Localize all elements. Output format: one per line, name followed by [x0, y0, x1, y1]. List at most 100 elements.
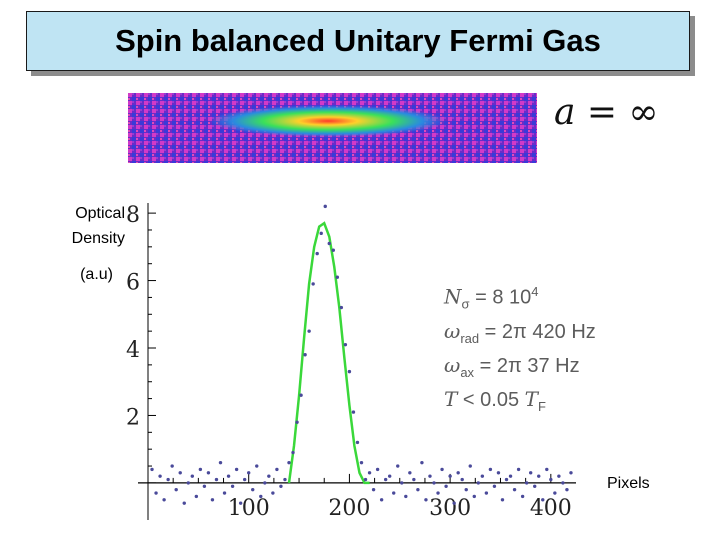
data-point: [480, 474, 485, 478]
data-point: [387, 474, 392, 478]
data-point: [291, 450, 295, 455]
data-point: [230, 484, 235, 488]
data-point: [488, 467, 493, 472]
x-tick-label: 300: [429, 496, 471, 521]
data-point: [412, 477, 416, 482]
data-point: [174, 487, 178, 492]
data-point: [448, 474, 452, 478]
atom-number-exp: 4: [531, 284, 539, 299]
data-point: [367, 471, 372, 475]
data-point: [271, 491, 275, 495]
x-axis-label: Pixels: [607, 475, 650, 492]
data-point: [198, 467, 203, 472]
data-point: [186, 481, 190, 485]
temperature-value: < 0.05: [462, 388, 520, 411]
data-point: [150, 467, 154, 472]
data-point: [549, 477, 553, 482]
data-point: [267, 474, 271, 478]
scattering-length-symbol: a: [554, 92, 576, 133]
data-point: [561, 481, 565, 485]
absorption-image: [128, 93, 537, 163]
data-point: [408, 471, 412, 475]
data-point: [492, 484, 497, 488]
data-point: [299, 393, 303, 397]
data-point: [440, 467, 444, 472]
data-point: [553, 491, 557, 495]
data-point: [355, 440, 360, 445]
y-tick-label: 6: [126, 271, 140, 296]
fermi-temperature-symbol: T: [524, 386, 538, 411]
data-point: [351, 410, 356, 414]
data-point: [557, 474, 561, 478]
data-point: [404, 494, 408, 499]
data-point: [206, 471, 211, 475]
data-point: [194, 494, 199, 499]
data-point: [307, 329, 311, 333]
radial-frequency-sub: rad: [460, 330, 480, 346]
x-tick-label: 400: [530, 496, 572, 521]
data-point: [303, 353, 307, 357]
data-point: [392, 491, 396, 495]
data-point: [569, 471, 573, 475]
data-point: [263, 481, 267, 485]
data-point: [178, 471, 182, 475]
data-point: [234, 467, 239, 472]
data-point: [287, 460, 291, 465]
data-point: [166, 477, 170, 482]
data-point: [214, 477, 219, 482]
axial-frequency-symbol: ω: [444, 352, 461, 377]
data-point: [371, 487, 376, 492]
data-point: [545, 467, 549, 472]
data-point: [311, 282, 315, 286]
data-point: [496, 471, 501, 475]
data-point: [247, 471, 251, 475]
data-point: [238, 501, 243, 505]
data-point: [375, 467, 380, 472]
atom-number-line: Nσ = 8 104: [444, 278, 596, 318]
data-point: [432, 481, 436, 485]
data-point: [476, 481, 481, 485]
data-point: [484, 491, 489, 495]
data-point: [226, 474, 231, 478]
fit-curve: [287, 221, 370, 485]
data-point: [170, 464, 174, 468]
data-point: [520, 494, 525, 499]
equals-sign: =: [586, 92, 618, 133]
temperature-line: T < 0.05 TF: [444, 386, 596, 420]
data-point: [452, 501, 456, 505]
atom-number-value: = 8 10: [475, 286, 532, 309]
data-point: [359, 460, 364, 465]
data-point: [460, 477, 464, 482]
data-point: [182, 501, 186, 505]
slide-title: Spin balanced Unitary Fermi Gas: [26, 11, 690, 71]
data-point: [416, 487, 420, 492]
x-tick-label: 200: [328, 496, 370, 521]
data-point: [379, 498, 384, 502]
data-point: [295, 420, 299, 424]
data-point: [456, 471, 460, 475]
radial-frequency-symbol: ω: [444, 318, 461, 343]
fermi-temperature-sub: F: [537, 398, 546, 414]
parameters-block: Nσ = 8 104 ωrad = 2π 420 Hz ωax = 2π 37 …: [444, 278, 596, 420]
data-point: [315, 251, 319, 256]
data-point: [154, 491, 158, 495]
data-point: [363, 477, 368, 482]
y-axis-label-line3: (a.u): [80, 266, 113, 283]
data-point: [327, 241, 331, 246]
axial-frequency-line: ωax = 2π 37 Hz: [444, 352, 596, 386]
data-point: [400, 481, 404, 485]
radial-frequency-line: ωrad = 2π 420 Hz: [444, 318, 596, 352]
data-point: [428, 474, 432, 478]
data-point: [504, 477, 509, 482]
data-point: [279, 484, 283, 488]
data-point: [444, 484, 448, 488]
data-point: [339, 305, 344, 310]
data-point: [251, 487, 255, 492]
data-point: [541, 498, 545, 502]
axial-frequency-sub: ax: [460, 364, 475, 380]
y-axis-label-line1: Optical: [75, 205, 125, 222]
data-point: [383, 477, 388, 482]
data-point: [162, 498, 166, 502]
data-point: [158, 474, 162, 478]
